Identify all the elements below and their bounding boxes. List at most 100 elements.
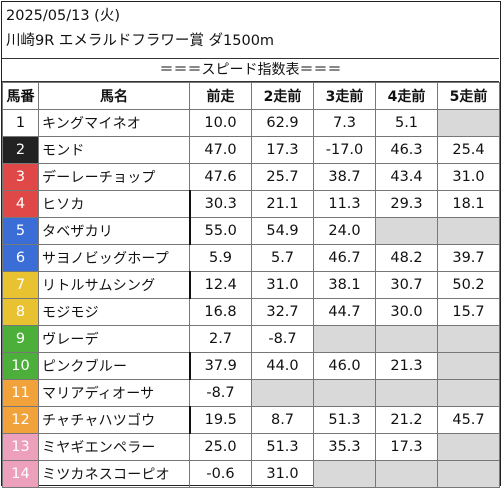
speed-index-cell: 44.0	[251, 352, 314, 380]
horse-name-cell: ヴレーデ	[38, 325, 190, 353]
speed-index-cell: 21.3	[375, 352, 438, 380]
speed-index-cell: 8.7	[251, 406, 314, 434]
horse-name-cell: ピンクブルー	[38, 352, 190, 380]
speed-index-cell: 47.6	[189, 163, 252, 191]
horse-number-cell: 9	[2, 325, 39, 353]
horse-number-cell: 11	[2, 379, 39, 407]
speed-index-cell: 31.0	[251, 271, 314, 299]
speed-index-cell: 15.7	[437, 298, 500, 326]
speed-index-cell	[313, 379, 376, 407]
horse-number-cell: 12	[2, 406, 39, 434]
speed-index-cell: 19.5	[188, 406, 252, 434]
speed-index-cell: 31.0	[251, 460, 314, 488]
horse-name-cell: モジモジ	[38, 298, 190, 326]
speed-index-cell: -0.6	[189, 460, 252, 488]
speed-index-cell	[375, 379, 438, 407]
horse-name-cell: デーレーチョップ	[38, 163, 190, 191]
speed-index-cell: 46.7	[313, 244, 376, 272]
horse-name-cell: タベザカリ	[38, 217, 190, 245]
speed-index-cell: -8.7	[189, 379, 252, 407]
speed-index-cell: 21.1	[251, 190, 314, 218]
horse-name-cell: ミツカネスコーピオ	[38, 460, 190, 488]
speed-index-cell: 38.7	[313, 163, 376, 191]
speed-index-cell	[437, 379, 500, 407]
table-row: 12 チャチャハツゴウ 19.5 8.7 51.3 21.2 45.7	[2, 406, 500, 434]
speed-index-cell: 46.3	[375, 136, 438, 164]
horse-name-cell: サヨノビッグホープ	[38, 244, 190, 272]
table-row: 6 サヨノビッグホープ 5.9 5.7 46.7 48.2 39.7	[2, 244, 500, 272]
col-header-4-races-ago: 4走前	[375, 82, 438, 110]
speed-index-cell: 46.0	[313, 352, 376, 380]
speed-index-cell: 31.0	[437, 163, 500, 191]
horse-number-cell: 13	[2, 433, 39, 461]
table-row: 2 モンド 47.0 17.3 -17.0 46.3 25.4	[2, 136, 500, 164]
speed-index-cell: 12.4	[188, 271, 252, 299]
horse-name-cell: リトルサムシング	[38, 271, 190, 299]
speed-index-cell: 30.3	[188, 190, 252, 218]
speed-index-cell: 24.0	[313, 217, 376, 245]
speed-index-cell: 7.3	[313, 109, 376, 137]
speed-index-cell	[313, 460, 376, 488]
col-header-number: 馬番	[2, 82, 39, 110]
speed-index-cell: 39.7	[437, 244, 500, 272]
table-banner: ＝＝＝スピード指数表＝＝＝	[2, 58, 499, 82]
speed-index-cell	[437, 460, 500, 488]
horse-number-cell: 3	[2, 163, 39, 191]
table-row: 14 ミツカネスコーピオ -0.6 31.0	[2, 460, 500, 488]
col-header-horse-name: 馬名	[38, 82, 190, 110]
speed-index-cell	[437, 217, 500, 245]
col-header-3-races-ago: 3走前	[313, 82, 376, 110]
horse-name-cell: ヒソカ	[38, 190, 190, 218]
horse-number-cell: 1	[2, 109, 39, 137]
horse-number-cell: 14	[2, 460, 39, 488]
speed-index-cell	[375, 325, 438, 353]
horse-name-cell: チャチャハツゴウ	[38, 406, 190, 434]
horse-number-cell: 2	[2, 136, 39, 164]
speed-index-cell: 18.1	[437, 190, 500, 218]
race-date: 2025/05/13 (火)	[6, 8, 120, 24]
horse-number-cell: 10	[2, 352, 39, 380]
speed-index-cell: 47.0	[189, 136, 252, 164]
horse-number-cell: 6	[2, 244, 39, 272]
col-header-5-races-ago: 5走前	[437, 82, 500, 110]
horse-name-cell: モンド	[38, 136, 190, 164]
speed-index-cell	[437, 352, 500, 380]
speed-index-cell: 43.4	[375, 163, 438, 191]
speed-index-cell: 37.9	[188, 352, 252, 380]
table-header-row: 馬番 馬名 前走 2走前 3走前 4走前 5走前	[2, 82, 500, 110]
speed-index-cell: 51.3	[313, 406, 376, 434]
speed-index-cell: 44.7	[313, 298, 376, 326]
speed-index-cell: 48.2	[375, 244, 438, 272]
horse-name-cell: キングマイネオ	[38, 109, 190, 137]
speed-index-cell	[375, 460, 438, 488]
speed-index-cell: 30.0	[375, 298, 438, 326]
speed-index-cell: -8.7	[251, 325, 314, 353]
speed-index-cell: 5.7	[251, 244, 314, 272]
speed-index-cell: 5.9	[189, 244, 252, 272]
horse-number-cell: 8	[2, 298, 39, 326]
table-row: 7 リトルサムシング 12.4 31.0 38.1 30.7 50.2	[2, 271, 500, 299]
speed-index-cell	[251, 379, 314, 407]
speed-index-cell: 38.1	[313, 271, 376, 299]
speed-index-cell	[437, 325, 500, 353]
speed-index-cell	[437, 109, 500, 137]
table-row: 11 マリアディオーサ -8.7	[2, 379, 500, 407]
speed-index-cell: 55.0	[188, 217, 252, 245]
speed-index-cell: 32.7	[251, 298, 314, 326]
horse-number-cell: 7	[2, 271, 39, 299]
speed-index-cell: 35.3	[313, 433, 376, 461]
speed-index-cell: 30.7	[375, 271, 438, 299]
speed-index-cell	[313, 325, 376, 353]
speed-index-cell: 17.3	[375, 433, 438, 461]
table-row: 10 ピンクブルー 37.9 44.0 46.0 21.3	[2, 352, 500, 380]
table-row: 9 ヴレーデ 2.7 -8.7	[2, 325, 500, 353]
speed-index-cell: 45.7	[437, 406, 500, 434]
speed-index-cell: 16.8	[189, 298, 252, 326]
speed-index-cell: 25.7	[251, 163, 314, 191]
horse-number-cell: 4	[2, 190, 39, 218]
speed-index-cell: 54.9	[251, 217, 314, 245]
speed-index-cell: 62.9	[251, 109, 314, 137]
speed-index-cell	[375, 217, 438, 245]
table-row: 13 ミヤギエンペラー 25.0 51.3 35.3 17.3	[2, 433, 500, 461]
